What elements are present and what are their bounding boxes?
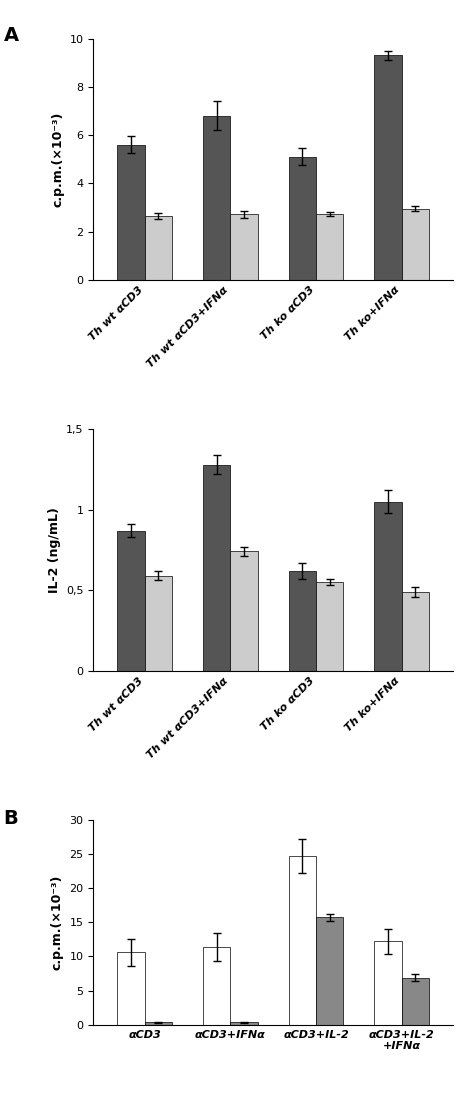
Bar [402,977,429,1025]
Bar [289,156,316,280]
Y-axis label: c.p.m.(×10⁻³): c.p.m.(×10⁻³) [51,875,64,970]
Bar [145,1023,172,1025]
Bar [289,571,316,670]
Bar [117,530,145,670]
Bar [316,214,343,280]
Bar [374,55,402,280]
Bar [117,952,145,1025]
Text: A: A [3,26,19,45]
Y-axis label: IL-2 (ng/mL): IL-2 (ng/mL) [48,507,61,593]
Bar [203,116,230,280]
Bar [203,465,230,670]
Bar [230,215,258,280]
Bar [316,582,343,670]
Bar [117,144,145,280]
Bar [289,856,316,1025]
Bar [374,501,402,670]
Bar [402,208,429,280]
Y-axis label: c.p.m.(×10⁻³): c.p.m.(×10⁻³) [51,111,64,207]
Bar [230,1023,258,1025]
Bar [203,947,230,1025]
Bar [145,216,172,280]
Bar [316,918,343,1025]
Bar [374,941,402,1025]
Text: B: B [3,809,18,829]
Bar [402,592,429,670]
Bar [230,551,258,670]
Bar [145,575,172,670]
